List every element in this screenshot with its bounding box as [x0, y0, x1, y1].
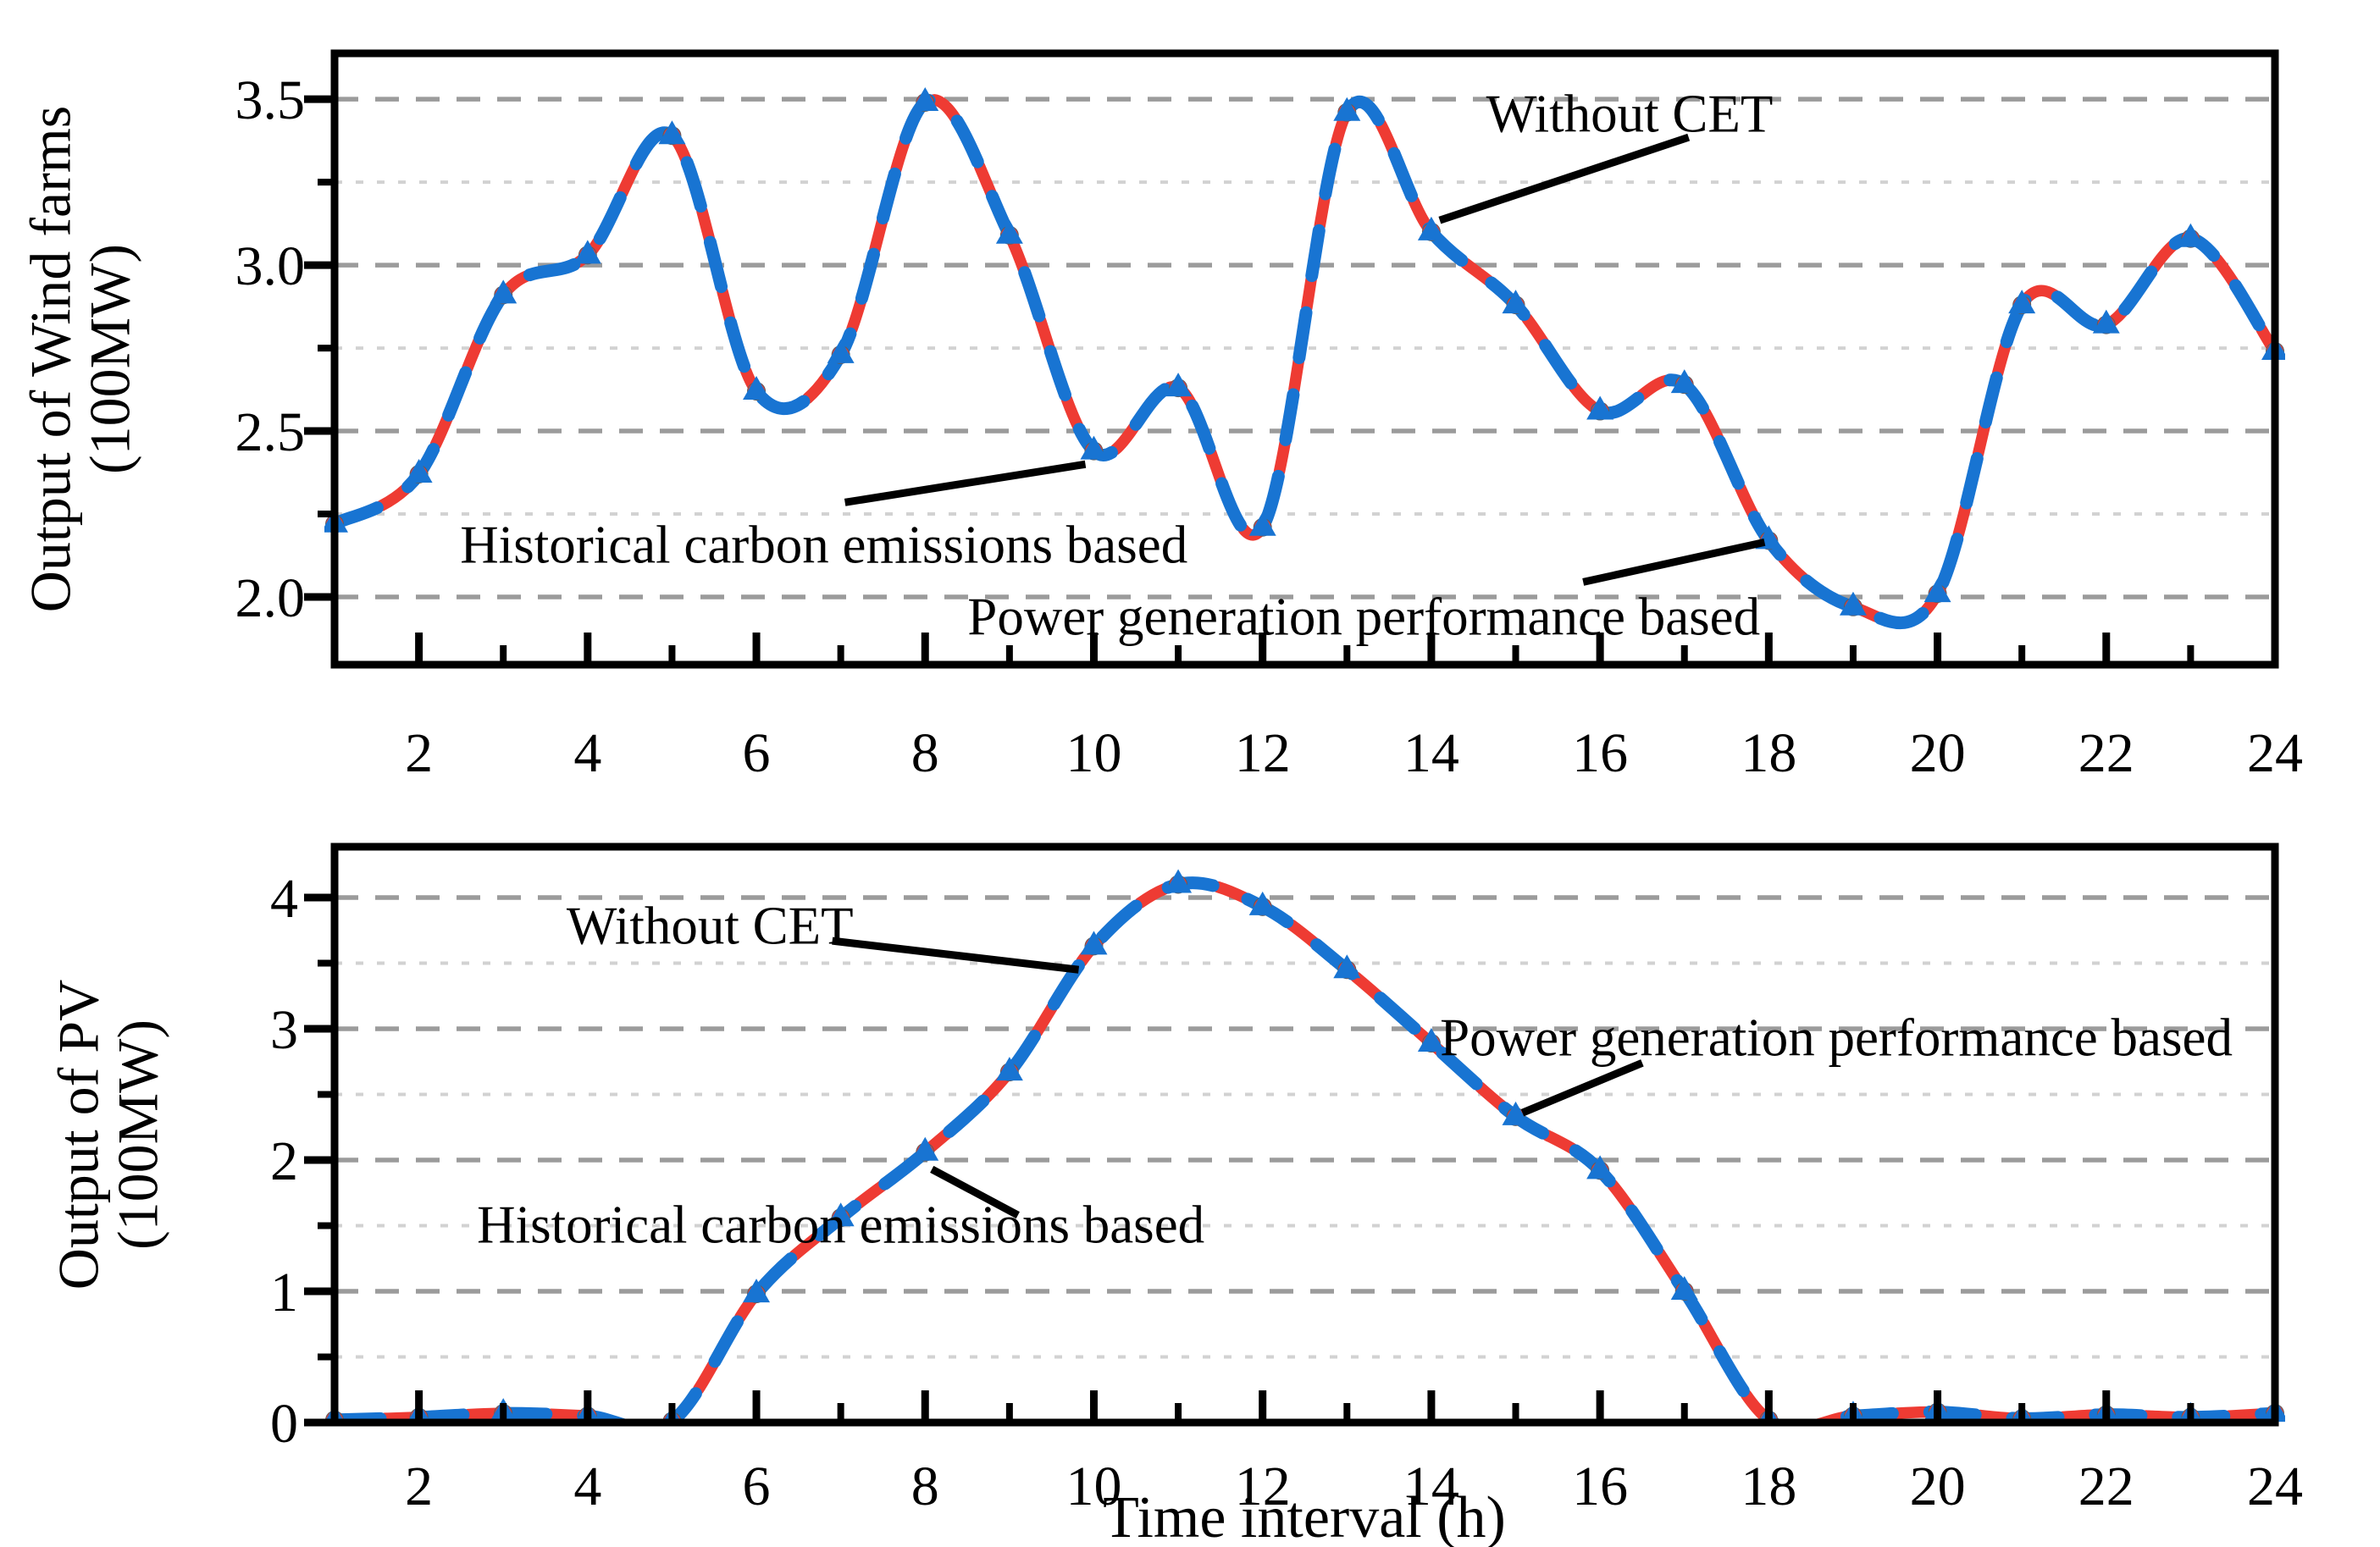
- annotation-leader-line: [1520, 1059, 1644, 1117]
- marker-triangle-power-generation: [911, 1136, 939, 1161]
- x-tick-label: 18: [1741, 722, 1796, 784]
- x-tick-label: 12: [1235, 722, 1291, 784]
- marker-triangle-power-generation: [1670, 1275, 1698, 1300]
- marker-triangle-power-generation: [911, 87, 939, 112]
- wind-y-axis-title-line1: Output of Wind farms: [18, 105, 83, 613]
- x-tick-label: 2: [405, 722, 433, 784]
- marker-triangle-power-generation: [995, 1057, 1023, 1081]
- x-tick-label: 6: [743, 1456, 771, 1517]
- marker-triangle-power-generation: [1502, 1101, 1530, 1125]
- marker-triangle-power-generation: [1923, 578, 1951, 603]
- marker-triangle-power-generation: [2008, 290, 2036, 314]
- series-line-without-cet: [334, 877, 2276, 1423]
- marker-triangle-power-generation: [1333, 97, 1361, 121]
- marker-triangle-power-generation: [1502, 290, 1530, 314]
- marker-triangle-power-generation: [1839, 591, 1867, 616]
- x-tick-label: 4: [573, 722, 601, 784]
- marker-triangle-power-generation: [827, 1202, 855, 1227]
- x-tick-label: 14: [1403, 1456, 1459, 1517]
- y-tick-label: 2: [270, 1130, 298, 1192]
- y-tick-label: 3: [270, 999, 298, 1061]
- marker-triangle-power-generation: [995, 219, 1023, 244]
- x-tick-label: 12: [1235, 1456, 1291, 1517]
- series-line-historical: [329, 94, 2281, 629]
- x-tick-label: 10: [1065, 722, 1121, 784]
- annotation-pv-historical: Historical carbon emissions based: [477, 1195, 1205, 1255]
- annotation-pv-without-cet: Without CET: [566, 896, 854, 956]
- marker-triangle-power-generation: [1333, 954, 1361, 979]
- x-tick-label: 22: [2078, 1456, 2134, 1517]
- marker-triangle-power-generation: [1248, 891, 1276, 915]
- annotation-wind-historical: Historical carbon emissions based: [460, 515, 1188, 575]
- marker-triangle-power-generation: [658, 120, 686, 145]
- annotation-pv-power-generation: Power generation performance based: [1440, 1008, 2233, 1068]
- marker-triangle-power-generation: [573, 240, 601, 264]
- series-line-historical: [329, 876, 2281, 1423]
- pv-y-axis-title-line1: Output of PV: [46, 979, 111, 1290]
- plot-border: [330, 843, 2279, 1427]
- x-tick-label: 2: [405, 1456, 433, 1517]
- x-tick-label: 8: [911, 1456, 939, 1517]
- marker-triangle-power-generation: [1586, 1155, 1614, 1180]
- y-tick-label: 0: [270, 1393, 298, 1455]
- x-tick-label: 24: [2247, 722, 2303, 784]
- pv-y-axis-title-line2: (100MW): [105, 1019, 170, 1250]
- marker-triangle-power-generation: [2092, 309, 2120, 334]
- x-tick-label: 4: [573, 1456, 601, 1517]
- marker-triangle-power-generation: [1080, 931, 1108, 955]
- x-tick-label: 22: [2078, 722, 2134, 784]
- marker-triangle-power-generation: [827, 339, 855, 363]
- x-tick-label: 24: [2247, 1456, 2303, 1517]
- x-tick-label: 18: [1741, 1456, 1796, 1517]
- x-axis-title: Time interval (h): [1103, 1485, 1506, 1547]
- marker-triangle-power-generation: [1165, 869, 1193, 893]
- x-tick-label: 8: [911, 722, 939, 784]
- annotation-leader-line: [1582, 538, 1766, 586]
- marker-triangle-power-generation: [1670, 369, 1698, 394]
- y-tick-label: 3.5: [235, 69, 306, 131]
- marker-triangle-power-generation: [1165, 373, 1193, 397]
- wind-y-axis-title-line2: (100MW): [77, 244, 142, 474]
- marker-triangle-power-generation: [1417, 1028, 1445, 1053]
- marker-triangle-power-generation: [743, 1279, 771, 1303]
- series-line-power-generation: [328, 93, 2282, 630]
- x-tick-label: 16: [1572, 722, 1628, 784]
- marker-triangle-power-generation: [743, 376, 771, 401]
- x-tick-label: 6: [743, 722, 771, 784]
- marker-triangle-power-generation: [2177, 223, 2205, 247]
- y-tick-label: 2.0: [235, 567, 306, 629]
- marker-triangle-power-generation: [1417, 216, 1445, 240]
- series-line-power-generation: [328, 876, 2282, 1423]
- y-tick-label: 4: [270, 868, 298, 930]
- annotation-leader-line: [832, 936, 1080, 974]
- x-tick-label: 14: [1403, 722, 1459, 784]
- annotation-leader-line: [930, 1165, 1020, 1219]
- annotation-wind-power-generation: Power generation performance based: [967, 587, 1761, 647]
- x-tick-label: 10: [1065, 1456, 1121, 1517]
- y-tick-label: 2.5: [235, 401, 306, 463]
- x-tick-label: 16: [1572, 1456, 1628, 1517]
- x-tick-label: 20: [1910, 722, 1966, 784]
- annotation-wind-without-cet: Without CET: [1486, 84, 1774, 144]
- marker-triangle-power-generation: [405, 459, 433, 483]
- marker-triangle-power-generation: [1586, 395, 1614, 420]
- annotation-leader-line: [844, 460, 1087, 506]
- x-tick-label: 20: [1910, 1456, 1966, 1517]
- annotation-leader-line: [1438, 133, 1691, 224]
- y-tick-label: 1: [270, 1262, 298, 1323]
- marker-triangle-power-generation: [1080, 435, 1108, 460]
- plot-border: [330, 49, 2279, 669]
- y-tick-label: 3.0: [235, 235, 306, 297]
- marker-triangle-power-generation: [490, 279, 518, 304]
- marker-triangle-power-generation: [1248, 511, 1276, 536]
